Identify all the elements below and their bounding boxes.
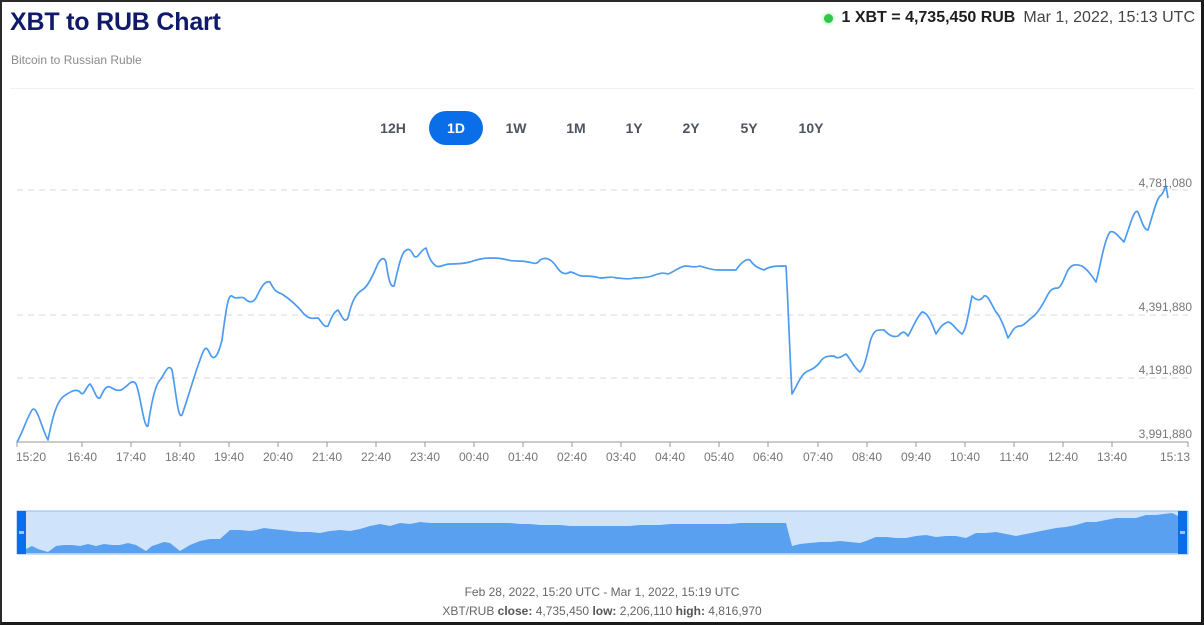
high-label: high: [675, 604, 705, 618]
x-axis-label: 08:40 [851, 450, 883, 464]
y-axis-label: 4,781,080 [1138, 176, 1192, 190]
live-status-icon [824, 13, 834, 23]
x-axis-label: 22:40 [360, 450, 392, 464]
range-button-1y[interactable]: 1Y [625, 120, 643, 136]
date-range-text: Feb 28, 2022, 15:20 UTC - Mar 1, 2022, 1… [464, 585, 740, 599]
y-axis-label: 4,391,880 [1138, 300, 1192, 314]
x-axis-label: 13:40 [1096, 450, 1128, 464]
range-button-5y[interactable]: 5Y [740, 120, 758, 136]
x-axis-label: 15:20 [16, 450, 47, 464]
page-subtitle: Bitcoin to Russian Ruble [11, 53, 142, 67]
x-axis-label: 12:40 [1047, 450, 1079, 464]
range-button-10y[interactable]: 10Y [798, 120, 824, 136]
y-axis-label: 4,191,880 [1138, 363, 1192, 377]
high-value: 4,816,970 [708, 604, 762, 618]
x-axis-label: 06:40 [752, 450, 784, 464]
rate-timestamp: Mar 1, 2022, 15:13 UTC [1023, 9, 1195, 26]
x-axis-label: 10:40 [949, 450, 981, 464]
x-axis-label: 16:40 [66, 450, 98, 464]
navigator-left-grip-icon [19, 531, 24, 534]
range-button-1w[interactable]: 1W [505, 120, 527, 136]
price-line [16, 185, 1169, 443]
current-rate: 1 XBT = 4,735,450 RUB Mar 1, 2022, 15:13… [824, 9, 1195, 27]
close-value: 4,735,450 [535, 604, 590, 618]
x-axis-label: 18:40 [164, 450, 196, 464]
page-title: XBT to RUB Chart [10, 8, 221, 36]
x-axis-label: 15:13 [1159, 450, 1190, 464]
header-divider [10, 88, 1194, 89]
x-axis-label: 03:40 [605, 450, 637, 464]
x-axis-label: 00:40 [458, 450, 490, 464]
x-axis-ticks [16, 442, 1189, 447]
x-axis-label: 04:40 [654, 450, 686, 464]
time-range-selector: 12H 1D 1W 1M 1Y 2Y 5Y 10Y [363, 111, 844, 145]
low-value: 2,206,110 [619, 604, 673, 618]
rate-value: 1 XBT = 4,735,450 RUB [841, 9, 1016, 26]
navigator-right-grip-icon [1180, 531, 1185, 534]
summary-stats: XBT/RUB close: 4,735,450 low: 2,206,110 … [0, 604, 1204, 618]
range-button-1m[interactable]: 1M [566, 120, 586, 136]
x-axis-label: 23:40 [409, 450, 441, 464]
x-axis-label: 11:40 [999, 450, 1029, 464]
navigator-area [26, 513, 1178, 553]
x-axis-label: 02:40 [556, 450, 588, 464]
pair-label: XBT/RUB [442, 604, 495, 618]
navigator [16, 510, 1189, 555]
grid-lines [17, 189, 1188, 379]
x-axis-label: 19:40 [213, 450, 245, 464]
x-axis-label: 09:40 [900, 450, 932, 464]
x-axis-label: 01:40 [507, 450, 539, 464]
x-axis-label: 05:40 [703, 450, 735, 464]
close-label: close: [497, 604, 533, 618]
range-button-12h[interactable]: 12H [380, 120, 406, 136]
x-axis-label: 20:40 [262, 450, 294, 464]
x-axis-label: 07:40 [802, 450, 834, 464]
range-button-2y[interactable]: 2Y [682, 120, 700, 136]
range-button-1d[interactable]: 1D [429, 111, 483, 145]
x-axis-label: 17:40 [115, 450, 147, 464]
x-axis-label: 21:40 [311, 450, 343, 464]
low-label: low: [592, 604, 617, 618]
y-axis-label: 3,991,880 [1138, 427, 1192, 441]
